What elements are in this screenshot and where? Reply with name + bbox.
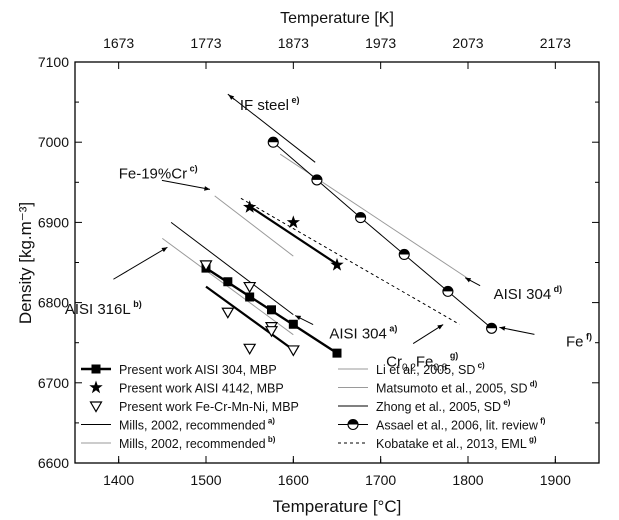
legend-label: Present work Fe-Cr-Mn-Ni, MBP xyxy=(119,400,299,414)
x-tick-label: 1900 xyxy=(540,472,571,488)
top-tick-label: 2173 xyxy=(540,35,571,51)
annotation-arrowhead xyxy=(465,277,472,283)
x-tick-label: 1700 xyxy=(365,472,396,488)
legend-marker xyxy=(89,380,103,394)
data-point xyxy=(243,281,257,294)
top-tick-label: 1873 xyxy=(278,35,309,51)
annotation-arrowhead xyxy=(228,94,235,100)
annotation-arrowhead xyxy=(499,326,506,331)
legend-label: Present work AISI 304, MBP xyxy=(119,363,277,377)
marker-half xyxy=(348,419,358,425)
data-point xyxy=(286,215,300,229)
marker-half xyxy=(268,137,279,143)
x-tick-label: 1400 xyxy=(103,472,134,488)
series-line xyxy=(214,195,294,257)
legend-label: Assael et al., 2006, lit. review f) xyxy=(376,417,546,433)
legend: Present work AISI 304, MBP Present work A… xyxy=(81,361,546,451)
marker-half xyxy=(442,286,453,292)
data-point xyxy=(311,174,323,186)
annotation-label: AISI 316L b) xyxy=(65,299,142,318)
annotation-arrowhead xyxy=(161,247,168,253)
legend-label: Mills, 2002, recommended b) xyxy=(119,435,276,451)
y-tick-label: 7000 xyxy=(38,134,69,150)
x-tick-label: 1500 xyxy=(190,472,221,488)
data-point xyxy=(245,292,255,302)
legend-label: Li et al., 2005, SD c) xyxy=(376,361,485,377)
series-line xyxy=(205,285,294,351)
legend-label: Mills, 2002, recommended a) xyxy=(119,417,275,433)
annotation-arrowhead xyxy=(437,324,444,330)
data-point xyxy=(330,257,344,271)
top-tick-label: 2073 xyxy=(452,35,483,51)
legend-marker xyxy=(347,418,359,431)
series-line xyxy=(227,93,316,163)
y-tick-label: 6600 xyxy=(38,455,69,471)
annotation-label: Cr0.2Fe0.8 g) xyxy=(386,351,458,374)
top-axis-label: Temperature [K] xyxy=(280,10,394,27)
data-point xyxy=(264,326,279,338)
series-line xyxy=(272,141,492,329)
annotations: IF steel e) Fe-19%Cr c) AISI 304 d) AISI 30… xyxy=(65,94,592,374)
annotation-arrowhead xyxy=(204,186,210,191)
series-line xyxy=(240,197,460,325)
y-tick-label: 6900 xyxy=(38,214,69,230)
y-tick-label: 7100 xyxy=(38,54,69,70)
data-point xyxy=(288,319,298,329)
top-tick-label: 1973 xyxy=(365,35,396,51)
x-tick-label: 1600 xyxy=(278,472,309,488)
y-tick-label: 6700 xyxy=(38,375,69,391)
series-lines xyxy=(162,93,492,355)
legend-marker xyxy=(89,401,103,413)
legend-label: Present work AISI 4142, MBP xyxy=(119,382,284,396)
y-tick-label: 6800 xyxy=(38,295,69,311)
series-line xyxy=(249,205,338,266)
series-line xyxy=(170,222,294,315)
data-point xyxy=(398,248,410,261)
series-markers xyxy=(199,136,498,358)
x-axis-label: Temperature [°C] xyxy=(273,497,402,516)
annotation-label: AISI 304 d) xyxy=(494,284,563,303)
top-tick-label: 1773 xyxy=(190,35,221,51)
data-point xyxy=(199,260,213,272)
top-tick-label: 1673 xyxy=(103,35,134,51)
legend-marker xyxy=(91,364,101,374)
data-point xyxy=(332,348,342,358)
data-point xyxy=(267,305,276,315)
annotation-label: AISI 304 a) xyxy=(329,324,397,343)
annotation-arrow xyxy=(113,246,168,280)
data-point xyxy=(286,345,300,357)
annotation-arrow xyxy=(161,179,211,190)
axis-ticks: 1400 1500 1600 1700 1800 1900 1673 1773 1873 1973… xyxy=(38,35,599,488)
legend-label: Kobatake et al., 2013, EML g) xyxy=(376,435,537,451)
annotation-label: Fe f) xyxy=(566,332,592,351)
series-line xyxy=(162,237,294,336)
legend-label: Matsumoto et al., 2005, SD d) xyxy=(376,380,538,396)
data-point xyxy=(243,343,257,356)
marker-half xyxy=(399,249,410,255)
data-point xyxy=(221,307,235,319)
data-point xyxy=(223,277,233,287)
data-point xyxy=(442,285,454,297)
data-point xyxy=(355,212,367,224)
annotation-label: IF steel e) xyxy=(240,95,300,114)
marker-half xyxy=(486,323,497,329)
legend-label: Zhong et al., 2005, SD e) xyxy=(376,398,511,414)
y-axis-label: Density [kg.m⁻³] xyxy=(16,202,35,324)
data-point xyxy=(486,322,498,334)
marker-half xyxy=(355,212,366,218)
annotation-arrow xyxy=(412,324,444,344)
x-tick-label: 1800 xyxy=(452,472,483,488)
marker-half xyxy=(311,174,322,180)
data-point xyxy=(267,136,279,148)
annotation-arrowhead xyxy=(295,315,302,321)
annotation-arrow xyxy=(499,326,535,335)
data-point xyxy=(243,200,257,213)
annotation-label: Fe-19%Cr c) xyxy=(119,163,198,182)
